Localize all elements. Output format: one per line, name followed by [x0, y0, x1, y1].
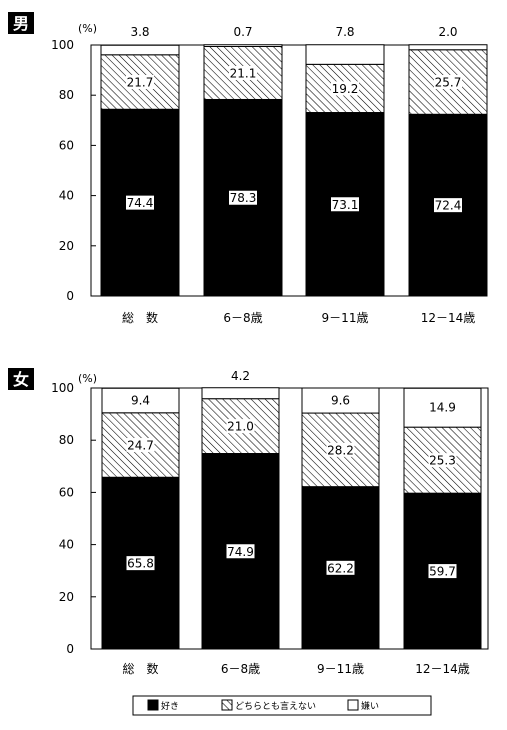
- x-category-label: 9－11歳: [322, 311, 369, 325]
- y-tick-label: 40: [59, 538, 74, 552]
- bar-group: 74.4 21.7 3.8 78.3 21.1 0.7 73.1 19.2 7.8 72.4 25.…: [100, 25, 488, 297]
- data-label-dislike: 7.8: [335, 25, 354, 39]
- data-label-like: 74.4: [127, 196, 154, 210]
- bar-segment-dislike: [101, 387, 180, 414]
- data-label-like: 72.4: [435, 199, 462, 213]
- panel-title: 女: [13, 370, 29, 389]
- data-label-like: 78.3: [230, 191, 257, 205]
- y-tick-label: 0: [66, 289, 74, 303]
- data-label-neutral: 21.7: [127, 76, 154, 90]
- data-label-neutral: 24.7: [127, 439, 154, 453]
- panel-title-badge: [8, 12, 34, 34]
- legend: 好き どちらとも言えない 嫌い: [132, 695, 432, 716]
- data-label-bg: [331, 197, 359, 212]
- y-tick-label: 20: [59, 239, 74, 253]
- chart-panel-female: 女 (%) 0 20 40 60 80 100 65.8 24.7 9.4 74.9 21.0 4.…: [8, 368, 489, 676]
- data-label-dislike: 9.6: [331, 394, 350, 408]
- data-label-dislike: 9.4: [131, 394, 150, 408]
- x-category-label: 12－14歳: [421, 311, 476, 325]
- bar-segment-dislike: [100, 44, 180, 56]
- data-label-bg: [428, 564, 457, 579]
- bar-segment-dislike: [203, 44, 283, 48]
- y-tick-label: 100: [51, 38, 74, 52]
- x-category-label: 総 数: [122, 310, 158, 325]
- x-category-label: 総 数: [122, 661, 158, 676]
- data-label-bg: [229, 190, 257, 205]
- y-tick-label: 100: [51, 381, 74, 395]
- data-label-neutral: 21.0: [227, 420, 254, 434]
- y-tick-label: 60: [59, 485, 74, 499]
- data-label-bg: [434, 75, 462, 90]
- data-label-like: 62.2: [327, 561, 354, 575]
- y-tick-label: 60: [59, 138, 74, 152]
- x-category-label: 9－11歳: [317, 662, 364, 676]
- panel-title-badge: [8, 368, 34, 390]
- data-label-like: 73.1: [332, 198, 359, 212]
- y-axis: 0 20 40 60 80 100: [51, 381, 96, 656]
- data-label-dislike: 2.0: [438, 25, 457, 39]
- data-label-dislike: 14.9: [429, 401, 456, 415]
- legend-swatch-neutral: [221, 699, 233, 711]
- y-unit-label: (%): [78, 22, 97, 35]
- data-label-dislike: 3.8: [130, 25, 149, 39]
- data-label-bg: [326, 442, 355, 457]
- legend-label-like: 好き: [161, 700, 179, 712]
- data-label-neutral: 25.3: [429, 454, 456, 468]
- plot-frame: [90, 387, 489, 650]
- data-label-neutral: 19.2: [332, 82, 359, 96]
- x-axis-labels: 総 数 6－8歳 9－11歳 12－14歳: [122, 661, 469, 676]
- legend-label-neutral: どちらとも言えない: [235, 700, 316, 712]
- legend-swatch-dislike: [347, 699, 359, 711]
- data-label-bg: [326, 560, 355, 575]
- data-label-bg: [226, 419, 255, 434]
- data-label-bg: [126, 438, 155, 453]
- x-axis-labels: 総 数 6－8歳 9－11歳 12－14歳: [122, 310, 475, 325]
- legend-label-dislike: 嫌い: [361, 700, 379, 712]
- x-category-label: 6－8歳: [221, 662, 260, 676]
- data-label-bg: [428, 453, 457, 468]
- bar-segment-dislike: [301, 387, 380, 414]
- bar-segment-dislike: [408, 44, 488, 51]
- y-tick-label: 80: [59, 88, 74, 102]
- x-category-label: 6－8歳: [223, 311, 262, 325]
- x-category-label: 12－14歳: [415, 662, 470, 676]
- data-label-dislike: 0.7: [233, 25, 252, 39]
- y-axis: 0 20 40 60 80 100: [51, 38, 96, 303]
- y-tick-label: 20: [59, 590, 74, 604]
- data-label-bg: [126, 195, 154, 210]
- bar-group: 65.8 24.7 9.4 74.9 21.0 4.2 62.2 28.2 9.6 59.7 25.…: [101, 369, 482, 650]
- data-label-neutral: 28.2: [327, 443, 354, 457]
- data-label-bg: [331, 81, 359, 96]
- chart-panel-male: 男 (%) 0 20 40 60 80 100 74.4 21.7 3.8 78.3 21.1 0.…: [8, 12, 488, 325]
- data-label-bg: [126, 75, 154, 90]
- y-unit-label: (%): [78, 372, 97, 385]
- data-label-bg: [229, 65, 257, 80]
- y-tick-label: 0: [66, 642, 74, 656]
- data-label-neutral: 21.1: [230, 66, 257, 80]
- data-label-like: 74.9: [227, 545, 254, 559]
- data-label-neutral: 25.7: [435, 76, 462, 90]
- bar-segment-dislike: [305, 44, 385, 65]
- data-label-bg: [434, 198, 462, 213]
- data-label-dislike: 4.2: [231, 369, 250, 383]
- data-label-like: 59.7: [429, 565, 456, 579]
- y-tick-label: 40: [59, 189, 74, 203]
- bar-segment-dislike: [403, 387, 482, 428]
- panel-title: 男: [13, 14, 29, 33]
- data-label-bg: [126, 556, 155, 571]
- data-label-like: 65.8: [127, 557, 154, 571]
- bar-segment-dislike: [201, 387, 280, 400]
- y-tick-label: 80: [59, 433, 74, 447]
- legend-swatch-like: [147, 699, 159, 711]
- data-label-bg: [226, 544, 255, 559]
